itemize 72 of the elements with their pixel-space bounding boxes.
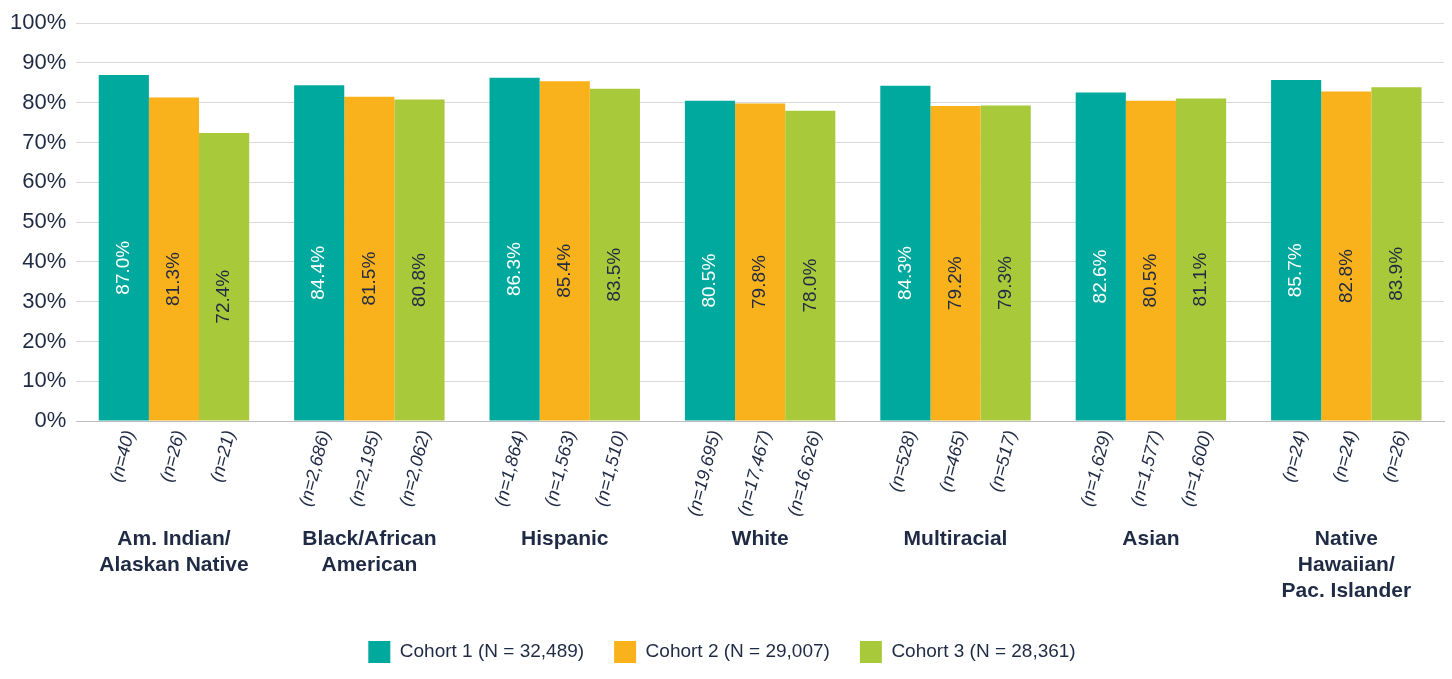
bar bbox=[589, 88, 640, 421]
data-label: 80.5% bbox=[698, 253, 720, 308]
data-label: 85.7% bbox=[1284, 243, 1306, 298]
data-label: 83.9% bbox=[1384, 246, 1406, 301]
legend-label: Cohort 1 (N = 32,489) bbox=[399, 640, 585, 662]
x-tick-label: Multiracial bbox=[903, 525, 1008, 549]
data-label: 82.8% bbox=[1334, 249, 1356, 303]
bar bbox=[1075, 92, 1126, 421]
y-tick-label: 70% bbox=[22, 128, 67, 154]
y-tick-label: 60% bbox=[22, 168, 67, 194]
y-tick-label: 0% bbox=[34, 407, 67, 433]
bar bbox=[880, 85, 931, 421]
bar bbox=[539, 81, 590, 421]
data-label: 81.1% bbox=[1189, 252, 1211, 307]
data-label: 84.3% bbox=[893, 246, 915, 301]
bar bbox=[684, 100, 736, 421]
y-tick-label: 80% bbox=[22, 88, 67, 114]
text: (n=26) bbox=[1378, 428, 1412, 485]
y-tick-label: 30% bbox=[22, 287, 67, 313]
text: (n=517) bbox=[985, 428, 1021, 494]
bar bbox=[148, 97, 200, 421]
y-tick-label: 10% bbox=[22, 367, 67, 393]
data-label: 72.4% bbox=[212, 269, 234, 324]
data-label: 83.5% bbox=[603, 247, 625, 302]
y-tick-label: 40% bbox=[22, 247, 67, 273]
bar bbox=[785, 110, 836, 421]
data-label: 79.3% bbox=[993, 255, 1015, 310]
x-tick-label: White bbox=[731, 525, 789, 549]
y-tick-label: 50% bbox=[22, 208, 67, 234]
data-label: 84.4% bbox=[307, 245, 329, 300]
data-label: 80.5% bbox=[1139, 253, 1161, 308]
data-label: 79.2% bbox=[943, 256, 965, 311]
legend-label: Cohort 3 (N = 28,361) bbox=[891, 640, 1076, 662]
text: (n=21) bbox=[206, 428, 239, 485]
legend-label: Cohort 2 (N = 29,007) bbox=[645, 640, 830, 662]
data-label: 81.5% bbox=[357, 251, 379, 306]
bar bbox=[98, 74, 149, 421]
data-label: 78.0% bbox=[798, 258, 820, 313]
bar bbox=[980, 105, 1031, 421]
data-label: 86.3% bbox=[502, 242, 524, 297]
bar bbox=[199, 132, 250, 421]
x-tick-label: Asian bbox=[1122, 525, 1180, 549]
data-label: 81.3% bbox=[162, 252, 184, 306]
data-label: 80.8% bbox=[407, 253, 429, 307]
bar bbox=[1175, 98, 1227, 421]
data-label: 79.8% bbox=[748, 254, 770, 309]
y-tick-label: 90% bbox=[22, 49, 67, 75]
bar bbox=[1371, 87, 1422, 421]
bar bbox=[930, 105, 981, 421]
bar bbox=[1321, 91, 1372, 421]
bar bbox=[394, 99, 445, 421]
bar bbox=[735, 103, 786, 421]
x-tick-label: Native Hawaiian/ Pac. Islander bbox=[1281, 525, 1412, 601]
data-label: 82.6% bbox=[1089, 249, 1110, 304]
bar bbox=[1125, 100, 1176, 421]
text: (n=24) bbox=[1328, 428, 1362, 485]
y-tick-label: 20% bbox=[22, 327, 67, 353]
text: (n=528) bbox=[885, 428, 921, 494]
x-tick-label: Black/African American bbox=[302, 525, 437, 575]
x-tick-label: Hispanic bbox=[520, 525, 609, 549]
text: (n=40) bbox=[105, 428, 139, 485]
text: (n=465) bbox=[935, 428, 971, 494]
bar bbox=[489, 77, 540, 421]
bar bbox=[344, 96, 395, 421]
bar bbox=[1271, 80, 1322, 421]
text: (n=24) bbox=[1278, 428, 1311, 485]
data-label: 87.0% bbox=[112, 240, 134, 295]
data-label: 85.4% bbox=[552, 243, 574, 298]
text: (n=26) bbox=[156, 428, 189, 485]
y-tick-label: 100% bbox=[9, 9, 67, 35]
x-tick-label: Am. Indian/ Alaskan Native bbox=[99, 525, 249, 575]
bar bbox=[294, 85, 345, 421]
